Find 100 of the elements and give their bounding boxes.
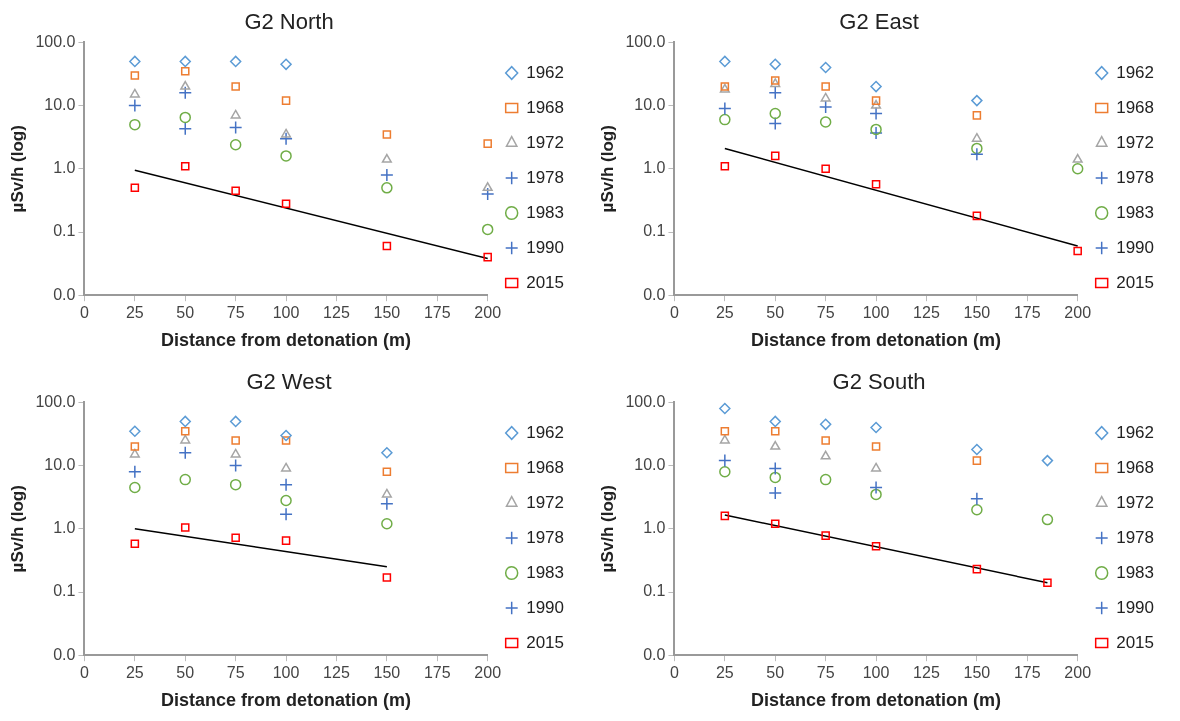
point [720,426,730,436]
point [820,92,831,102]
point [1071,163,1084,175]
x-tick-label: 150 [373,664,401,682]
x-tick-label: 0 [669,304,679,322]
point [483,252,492,262]
y-tick-label: 0.0 [53,645,76,663]
point [1041,513,1054,526]
point [871,442,881,451]
point [281,199,291,209]
point [768,85,782,100]
point [483,139,492,148]
x-tick-label: 175 [1013,304,1041,322]
point [820,450,831,460]
point [381,182,393,194]
legend-label: 1972 [526,492,565,512]
legend-label: 1972 [1116,132,1155,152]
y-tick-label: 1.0 [53,159,76,177]
y-tick-label: 1.0 [53,519,76,537]
point [381,488,392,498]
x-tick-label: 125 [323,304,350,322]
point [818,100,833,114]
point [280,58,292,71]
point [281,536,291,545]
point [870,99,882,109]
point [970,491,984,506]
point [821,436,830,445]
x-tick-label: 125 [913,664,940,682]
chart-title: G2 East [839,9,919,35]
point [180,80,191,90]
point [380,168,394,182]
chart-title: G2 West [246,369,332,395]
point [819,116,832,128]
point [719,113,731,126]
x-tick-label: 0 [669,664,679,682]
y-tick-label: 10.0 [44,456,76,474]
point [381,446,393,459]
point [819,418,832,431]
legend-label: 1972 [1116,492,1155,512]
legend-label: 1983 [1116,562,1155,582]
point [770,440,781,450]
point [1072,153,1083,163]
x-tick-label: 150 [963,304,991,322]
legend-label: 1968 [1116,457,1155,477]
legend-label: 1990 [526,237,565,257]
x-axis-title: Distance from detonation (m) [161,690,412,711]
point [971,94,983,107]
point [178,85,192,100]
point [870,123,882,136]
point [128,98,142,113]
point [718,453,732,468]
point [870,80,882,93]
point [129,118,141,131]
point [871,96,881,105]
legend-label: 1972 [526,132,565,152]
point [971,443,983,456]
point [972,456,982,465]
point [179,111,191,124]
point [129,481,141,494]
point [129,55,141,68]
point [180,434,191,444]
point [720,511,730,521]
point [769,471,781,484]
point [972,111,982,120]
point [971,504,983,516]
point [228,458,243,473]
x-tick-label: 200 [474,664,502,682]
point [280,128,292,138]
point [229,55,242,68]
point [130,183,140,193]
y-axis-title: µSv/h (log) [7,485,27,573]
point [280,150,292,162]
point [179,473,191,486]
x-tick-label: 50 [176,304,195,322]
x-tick-label: 175 [423,664,451,682]
x-tick-label: 125 [913,304,940,322]
point [279,477,293,492]
legend-label: 1983 [526,562,565,582]
point [719,465,731,478]
legend-label: 1990 [1116,597,1155,617]
point [972,211,982,221]
point [231,533,240,543]
point [129,88,140,98]
point [770,151,780,161]
point [821,164,830,174]
point [481,223,494,236]
point [768,461,782,476]
point [482,182,493,192]
y-tick-label: 0.1 [53,582,76,600]
point [869,106,883,121]
x-tick-label: 75 [816,304,835,322]
point [1073,246,1082,256]
point [720,161,730,171]
point [280,494,292,507]
point [970,147,984,161]
y-tick-label: 10.0 [634,456,666,474]
y-tick-label: 10.0 [634,96,666,114]
point [770,426,780,436]
point [180,66,190,76]
legend-label: 1978 [1116,167,1155,187]
